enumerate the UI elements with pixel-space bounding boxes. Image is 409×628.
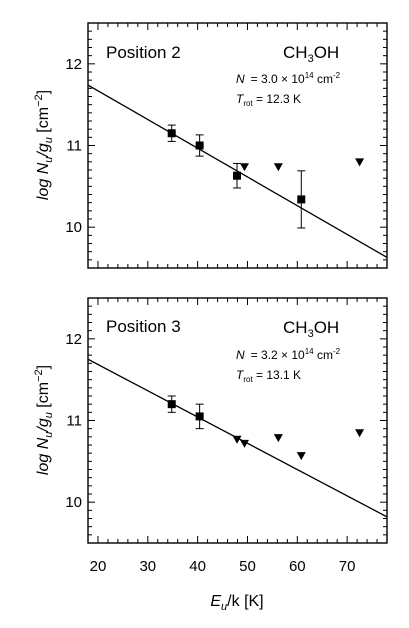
x-tick-label: 70 xyxy=(339,558,356,575)
rotation-temperature-label: Trot = 13.1 K xyxy=(236,368,301,384)
x-tick-label: 30 xyxy=(139,558,156,575)
data-point xyxy=(195,141,204,150)
upper-limit-marker xyxy=(232,435,242,444)
x-tick-label: 60 xyxy=(289,558,306,575)
panel-position-3: Position 3 CH3OH N = 3.2 × 1014 cm-2 Trot… xyxy=(33,297,388,544)
y-tick-label: 12 xyxy=(65,56,82,73)
data-marks xyxy=(88,84,387,258)
y-axis-label: log Nu/gu [cm−2] xyxy=(33,90,55,200)
molecule-label: CH3OH xyxy=(283,43,339,65)
column-density-label: N = 3.2 × 1014 cm-2 xyxy=(236,347,341,362)
rotation-temperature-label: Trot = 12.3 K xyxy=(236,92,301,108)
data-point xyxy=(167,400,176,409)
y-axis-label: log Nu/gu [cm−2] xyxy=(33,365,55,475)
column-density-label: N = 3.0 × 1014 cm-2 xyxy=(236,71,341,86)
upper-limit-marker xyxy=(296,452,306,461)
upper-limit-marker xyxy=(273,163,283,172)
data-point xyxy=(233,171,242,180)
y-tick-label: 10 xyxy=(65,494,82,511)
y-tick-labels: 10 11 12 xyxy=(65,331,82,511)
data-point xyxy=(297,195,306,204)
x-axis-label: Eu/k [K] xyxy=(210,593,263,613)
data-point xyxy=(167,129,176,138)
upper-limit-marker xyxy=(239,163,249,172)
data-marks xyxy=(88,358,387,518)
x-tick-label: 50 xyxy=(239,558,256,575)
upper-limit-marker xyxy=(239,439,249,448)
y-tick-label: 12 xyxy=(65,331,82,348)
upper-limit-marker xyxy=(355,429,365,438)
x-tick-labels: 20 30 40 50 60 70 xyxy=(90,558,356,575)
data-point xyxy=(195,412,204,421)
x-tick-label: 20 xyxy=(90,558,107,575)
axis-ticks xyxy=(88,22,387,268)
axis-ticks xyxy=(88,297,387,543)
upper-limit-marker xyxy=(273,434,283,443)
y-tick-labels: 10 11 12 xyxy=(65,56,82,236)
panel-label: Position 3 xyxy=(106,317,181,336)
upper-limit-marker xyxy=(355,158,365,167)
panel-position-2: Position 2 CH3OH N = 3.0 × 1014 cm-2 Trot… xyxy=(33,22,388,269)
y-tick-label: 10 xyxy=(65,219,82,236)
x-tick-label: 40 xyxy=(189,558,206,575)
molecule-label: CH3OH xyxy=(283,318,339,340)
y-tick-label: 11 xyxy=(66,413,82,430)
panel-label: Position 2 xyxy=(106,43,181,62)
y-tick-label: 11 xyxy=(66,138,82,155)
